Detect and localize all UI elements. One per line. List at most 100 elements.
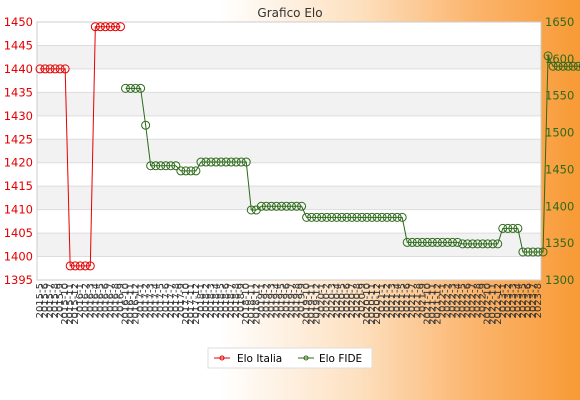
x-tick-label: 2021-4 [392, 283, 403, 318]
x-axis: 2015-52015-62015-72015-82015-92015-10201… [35, 283, 544, 325]
data-point-elo-fide [463, 239, 473, 249]
right-tick-label: 1550 [545, 89, 574, 103]
data-point-elo-fide [332, 212, 342, 222]
data-point-elo-fide [548, 61, 558, 71]
plot-band [37, 22, 541, 46]
series-line-elo-italia [40, 26, 121, 267]
data-point-elo-fide [271, 201, 281, 211]
data-point-elo-fide [553, 61, 563, 71]
data-point-elo-italia [45, 64, 55, 74]
data-point-elo-fide [352, 212, 362, 222]
x-tick-label: 2015-10 [60, 283, 71, 325]
data-point-elo-fide [483, 239, 493, 249]
x-tick-label: 2019-7 [287, 283, 298, 318]
x-tick-label: 2015-5 [35, 283, 46, 318]
data-point-elo-fide [266, 201, 276, 211]
x-tick-label: 2022-4 [453, 283, 464, 318]
x-tick-label: 2017-4 [151, 283, 162, 318]
x-tick-label: 2015-6 [40, 283, 51, 318]
data-point-elo-italia [80, 261, 90, 271]
data-point-elo-fide [256, 201, 266, 211]
x-tick-label: 2022-10 [483, 283, 494, 325]
data-point-elo-fide [281, 201, 291, 211]
x-tick-label: 2022-9 [478, 283, 489, 318]
data-point-elo-fide [337, 212, 347, 222]
x-tick-label: 2022-1 [437, 283, 448, 318]
data-point-elo-fide [508, 223, 518, 233]
data-point-elo-fide [357, 212, 367, 222]
x-tick-label: 2016-2 [80, 283, 91, 318]
data-point-elo-fide [156, 161, 166, 171]
data-point-elo-italia [85, 261, 95, 271]
left-tick-label: 1445 [4, 38, 33, 52]
data-point-elo-fide [523, 247, 533, 257]
x-tick-label: 2020-4 [332, 283, 343, 318]
x-tick-label: 2021-8 [412, 283, 423, 318]
x-tick-label: 2018-10 [241, 283, 252, 325]
data-point-elo-fide [176, 166, 186, 176]
x-tick-label: 2021-9 [417, 283, 428, 318]
data-point-elo-italia [70, 261, 80, 271]
data-point-elo-fide [136, 83, 146, 93]
data-point-elo-fide [171, 161, 181, 171]
x-tick-label: 2020-11 [367, 283, 378, 325]
data-point-elo-italia [40, 64, 50, 74]
data-point-elo-fide [578, 63, 580, 70]
x-tick-label: 2022-11 [488, 283, 499, 325]
data-point-elo-fide [488, 239, 498, 249]
x-tick-label: 2017-2 [141, 283, 152, 318]
data-point-elo-italia [55, 64, 65, 74]
x-tick-label: 2016-12 [131, 283, 142, 325]
left-tick-label: 1405 [4, 226, 33, 240]
data-point-elo-fide [503, 223, 513, 233]
x-tick-label: 2023-4 [513, 283, 524, 318]
x-tick-label: 2016-4 [90, 283, 101, 318]
x-tick-label: 2020-10 [362, 283, 373, 325]
x-tick-label: 2021-11 [427, 283, 438, 325]
x-tick-label: 2018-11 [246, 283, 257, 325]
data-point-elo-fide [528, 247, 538, 257]
x-tick-label: 2016-9 [115, 283, 126, 318]
data-point-elo-italia [90, 22, 100, 32]
left-tick-label: 1395 [4, 273, 33, 287]
data-point-elo-italia [110, 22, 120, 32]
plot-band [37, 209, 541, 234]
x-tick-label: 2018-3 [206, 283, 217, 318]
data-point-elo-fide [397, 212, 407, 222]
data-point-elo-fide [151, 161, 161, 171]
data-point-elo-fide [297, 201, 307, 211]
left-tick-label: 1440 [4, 62, 33, 76]
plot-band [37, 45, 541, 69]
data-point-elo-fide [327, 212, 337, 222]
x-tick-label: 2021-3 [387, 283, 398, 318]
plot-band [37, 186, 541, 210]
data-point-elo-fide [458, 239, 468, 249]
x-tick-label: 2023-2 [503, 283, 514, 318]
x-tick-label: 2020-12 [372, 283, 383, 325]
x-tick-label: 2018-5 [216, 283, 227, 318]
x-tick-label: 2017-12 [191, 283, 202, 325]
data-point-elo-fide [216, 157, 226, 167]
data-point-elo-fide [181, 166, 191, 176]
x-tick-label: 2018-8 [231, 283, 242, 318]
x-tick-label: 2019-12 [312, 283, 323, 325]
data-point-elo-fide [131, 83, 141, 93]
data-point-elo-fide [146, 161, 156, 171]
x-tick-label: 2019-9 [297, 283, 308, 318]
left-tick-label: 1450 [4, 15, 33, 29]
x-tick-label: 2019-5 [276, 283, 287, 318]
plot-band [37, 139, 541, 163]
data-point-elo-fide [367, 212, 377, 222]
x-tick-label: 2016-8 [110, 283, 121, 318]
plot-band [37, 256, 541, 280]
left-tick-label: 1415 [4, 179, 33, 193]
data-point-elo-fide [478, 239, 488, 249]
x-tick-label: 2021-7 [407, 283, 418, 318]
x-tick-label: 2017-8 [171, 283, 182, 318]
data-point-elo-fide [261, 201, 271, 211]
right-tick-label: 1300 [545, 273, 574, 287]
plot-band [37, 68, 541, 93]
data-point-elo-fide [226, 157, 236, 167]
data-point-elo-fide [322, 212, 332, 222]
